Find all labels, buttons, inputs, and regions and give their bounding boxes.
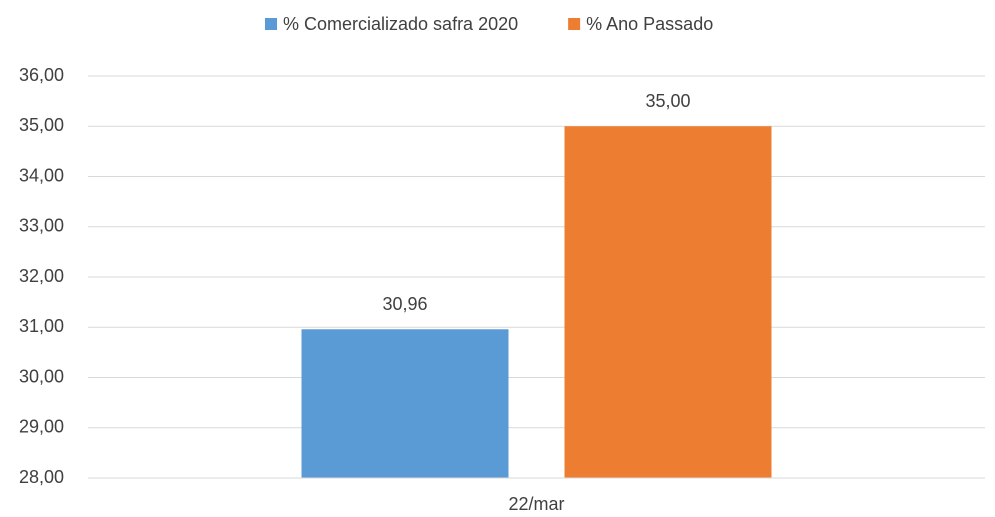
y-tick-label: 30,00 — [19, 366, 64, 386]
bar — [564, 126, 772, 478]
x-tick-label: 22/mar — [508, 494, 564, 514]
y-tick-label: 32,00 — [19, 266, 64, 286]
y-tick-label: 29,00 — [19, 417, 64, 437]
legend-swatch — [568, 18, 581, 30]
y-tick-label: 35,00 — [19, 115, 64, 135]
y-tick-label: 28,00 — [19, 467, 64, 487]
y-tick-label: 36,00 — [19, 65, 64, 85]
data-label: 30,96 — [382, 294, 427, 314]
y-tick-label: 31,00 — [19, 316, 64, 336]
y-tick-label: 34,00 — [19, 165, 64, 185]
data-label: 35,00 — [645, 91, 690, 111]
bar — [301, 329, 509, 478]
legend-label: % Ano Passado — [586, 14, 713, 34]
y-tick-label: 33,00 — [19, 216, 64, 236]
legend-swatch — [265, 18, 277, 30]
legend-label: % Comercializado safra 2020 — [283, 14, 518, 34]
